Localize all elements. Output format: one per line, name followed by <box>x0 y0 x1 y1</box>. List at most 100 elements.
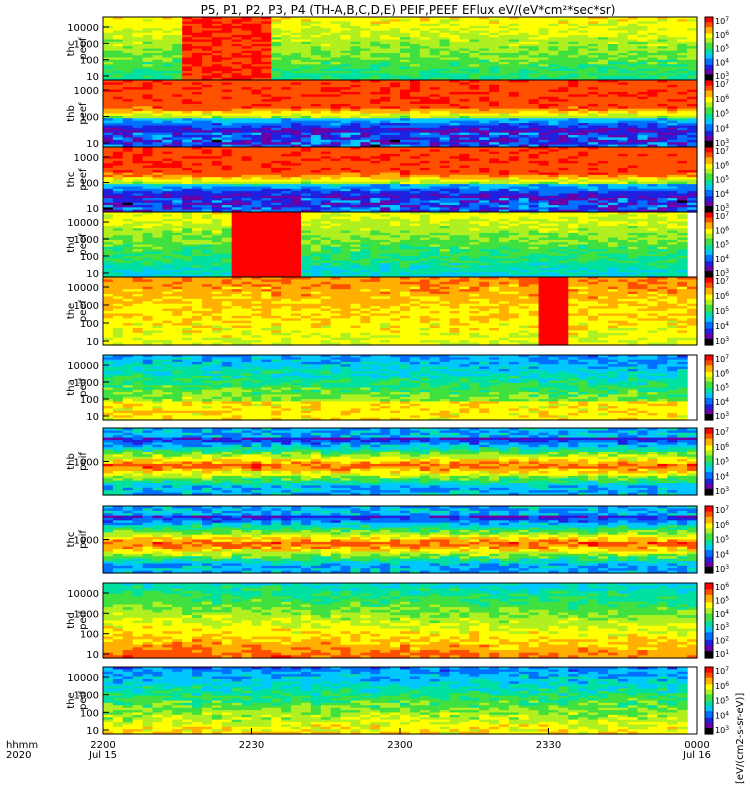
spectrogram-cell <box>202 55 213 59</box>
spectrogram-cell <box>122 30 134 34</box>
spectrogram-cell <box>568 62 579 65</box>
spectrogram-cell <box>588 113 599 117</box>
spectrogram-cell <box>132 21 144 25</box>
spectrogram-cell <box>607 115 619 119</box>
spectrogram-cell <box>617 125 629 129</box>
spectrogram-cell <box>459 48 470 52</box>
spectrogram-cell <box>221 37 233 41</box>
spectrogram-cell <box>459 66 470 70</box>
spectrogram-cell <box>162 75 173 79</box>
spectrogram-cell <box>647 108 658 112</box>
spectrogram-cell <box>400 153 411 157</box>
spectrogram-cell <box>578 80 589 83</box>
spectrogram-cell <box>202 53 213 56</box>
spectrogram-cell <box>479 156 490 160</box>
spectrogram-cell <box>360 23 371 27</box>
spectrogram-cell <box>162 30 173 34</box>
spectrogram-cell <box>360 55 371 59</box>
spectrogram-cell <box>637 44 649 47</box>
spectrogram-cell <box>489 59 500 63</box>
spectrogram-cell <box>182 153 193 157</box>
spectrogram-cell <box>360 87 371 91</box>
spectrogram-cell <box>310 172 322 176</box>
spectrogram-cell <box>202 153 213 157</box>
spectrogram-cell <box>548 172 559 176</box>
spectrogram-cell <box>211 184 223 188</box>
spectrogram-cell <box>261 181 272 185</box>
spectrogram-cell <box>261 125 272 129</box>
spectrogram-cell <box>400 158 411 162</box>
y-tick-label: 10000 <box>67 23 99 34</box>
spectrogram-cell <box>202 160 213 164</box>
spectrogram-cell <box>301 120 312 124</box>
spectrogram-cell <box>112 59 124 63</box>
spectrogram-cell <box>251 53 262 56</box>
spectrogram-cell <box>330 113 342 117</box>
spectrogram-cell <box>558 48 569 52</box>
spectrogram-cell <box>469 108 480 112</box>
spectrogram-cell <box>310 75 322 79</box>
spectrogram-cell <box>607 99 619 103</box>
spectrogram-cell <box>380 55 391 59</box>
spectrogram-cell <box>380 118 391 122</box>
spectrogram-cell <box>231 108 243 112</box>
spectrogram-cell <box>528 32 540 36</box>
spectrogram-cell <box>271 125 282 129</box>
spectrogram-cell <box>172 21 183 25</box>
spectrogram-cell <box>310 132 322 136</box>
spectrogram-cell <box>568 179 579 183</box>
spectrogram-cell <box>469 205 480 208</box>
spectrogram-cell <box>182 91 193 95</box>
spectrogram-cell <box>192 205 203 208</box>
spectrogram-cell <box>360 144 371 148</box>
spectrogram-cell <box>320 139 332 143</box>
spectrogram-cell <box>637 41 649 45</box>
spectrogram-cell <box>241 106 253 110</box>
spectrogram-cell <box>271 135 282 139</box>
spectrogram-cell <box>390 44 401 47</box>
spectrogram-cell <box>360 125 371 129</box>
spectrogram-cell <box>449 111 460 115</box>
spectrogram-cell <box>687 99 698 103</box>
spectrogram-cell <box>390 41 401 45</box>
spectrogram-cell <box>687 103 698 107</box>
spectrogram-cell <box>251 113 262 117</box>
spectrogram-cell <box>390 32 401 36</box>
spectrogram-cell <box>568 195 579 199</box>
spectrogram-cell <box>538 59 550 63</box>
spectrogram-cell <box>350 30 361 34</box>
spectrogram-cell <box>241 147 253 150</box>
spectrogram-cell <box>528 46 540 50</box>
spectrogram-cell <box>469 26 480 29</box>
spectrogram-cell <box>211 139 223 143</box>
spectrogram-cell <box>518 120 530 124</box>
spectrogram-cell <box>479 23 490 27</box>
spectrogram-cell <box>409 147 421 150</box>
spectrogram-cell <box>558 144 569 148</box>
spectrogram-cell <box>627 64 639 68</box>
spectrogram-cell <box>499 37 510 41</box>
spectrogram-cell <box>588 139 599 143</box>
spectrogram-cell <box>588 193 599 197</box>
spectrogram-cell <box>499 71 510 74</box>
spectrogram-cell <box>489 44 500 47</box>
spectrogram-cell <box>182 193 193 197</box>
spectrogram-cell <box>409 32 421 36</box>
spectrogram-cell <box>419 115 431 119</box>
spectrogram-cell <box>182 147 193 150</box>
colorbar-cell <box>705 48 713 51</box>
spectrogram-cell <box>380 73 391 77</box>
spectrogram-cell <box>261 75 272 79</box>
spectrogram-cell <box>162 37 173 41</box>
spectrogram-cell <box>607 106 619 110</box>
spectrogram-cell <box>112 177 124 181</box>
spectrogram-cell <box>400 163 411 167</box>
spectrogram-cell <box>310 73 322 77</box>
spectrogram-cell <box>568 57 579 61</box>
spectrogram-cell <box>192 87 203 91</box>
spectrogram-cell <box>330 193 342 197</box>
spectrogram-cell <box>261 147 272 150</box>
spectrogram-cell <box>360 96 371 100</box>
spectrogram-cell <box>499 149 510 153</box>
spectrogram-cell <box>340 198 352 201</box>
